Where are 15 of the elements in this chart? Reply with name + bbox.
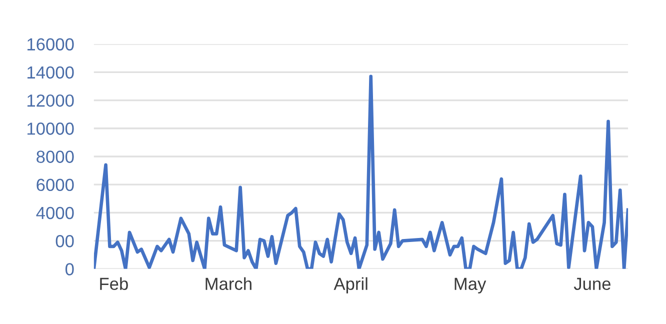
y-tick-label: 10000 xyxy=(28,122,74,135)
y-tick-label: 14000 xyxy=(28,66,74,79)
y-tick-label: 4000 xyxy=(36,206,74,220)
y-tick-label: 8000 xyxy=(36,150,74,163)
x-tick-label: Feb xyxy=(100,277,128,290)
y-tick-label: 0 xyxy=(65,263,74,276)
y-tick-label: 12000 xyxy=(28,94,74,107)
x-tick-label: March xyxy=(206,277,252,290)
y-tick-label: 16000 xyxy=(28,38,74,51)
y-tick-label: 6000 xyxy=(36,178,74,192)
x-tick-label: May xyxy=(454,278,486,294)
line-series xyxy=(94,74,628,269)
x-tick-label: April xyxy=(334,277,368,294)
x-tick-label: June xyxy=(574,278,610,290)
y-tick-label: 00 xyxy=(56,234,74,248)
